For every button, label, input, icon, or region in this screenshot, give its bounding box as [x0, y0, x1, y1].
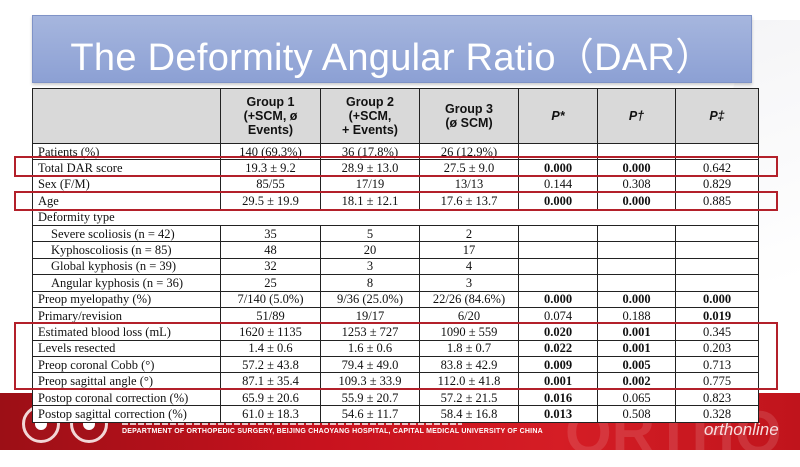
dar-comparison-table: Group 1 (+SCM, ø Events) Group 2 (+SCM, +… — [32, 88, 759, 423]
table-cell: 3 — [320, 257, 420, 276]
column-header: P† — [597, 88, 676, 144]
table-row: Sex (F/M) 85/55 17/19 13/13 0.144 0.308 0.829 — [32, 175, 759, 194]
table-cell — [675, 257, 759, 276]
table-cell: 109.3 ± 33.9 — [320, 372, 420, 390]
table-cell: 7/140 (5.0%) — [220, 290, 321, 308]
table-cell: 0.823 — [675, 388, 759, 407]
column-header — [32, 88, 221, 144]
table-cell: 54.6 ± 11.7 — [320, 405, 420, 423]
slide-title: The Deformity Angular Ratio（DAR） — [70, 37, 714, 79]
column-header: Group 2 (+SCM, + Events) — [320, 88, 420, 144]
department-name: DEPARTMENT OF ORTHOPEDIC SURGERY, BEIJIN… — [122, 428, 543, 435]
column-header: P* — [518, 88, 598, 144]
table-cell: 20 — [320, 241, 420, 259]
table-cell: Primary/revision — [32, 306, 221, 325]
table-cell: Estimated blood loss (mL) — [32, 323, 221, 341]
table-cell: 87.1 ± 35.4 — [220, 372, 321, 390]
table-cell: 0.001 — [518, 372, 598, 390]
table-cell: 3 — [419, 274, 519, 292]
table-cell: Angular kyphosis (n = 36) — [32, 274, 221, 292]
table-cell: 0.001 — [597, 323, 676, 341]
table-cell: 8 — [320, 274, 420, 292]
table-cell: 0.013 — [518, 405, 598, 423]
table-cell — [518, 274, 598, 292]
table-cell: Total DAR score — [32, 159, 221, 177]
table-cell: 0.000 — [675, 290, 759, 308]
table-cell — [597, 241, 676, 259]
table-cell: 29.5 ± 19.9 — [220, 192, 321, 210]
table-cell: 0.000 — [518, 290, 598, 308]
table-cell — [675, 224, 759, 243]
table-cell: 2 — [419, 224, 519, 243]
table-cell — [518, 241, 598, 259]
table-row: Global kyphosis (n = 39) 32 3 4 — [32, 257, 759, 276]
table-row: Preop myelopathy (%) 7/140 (5.0%) 9/36 (25… — [32, 290, 759, 308]
table-cell — [518, 257, 598, 276]
table-cell: Severe scoliosis (n = 42) — [32, 224, 221, 243]
table-cell: 5 — [320, 224, 420, 243]
table-row: Angular kyphosis (n = 36) 25 8 3 — [32, 274, 759, 292]
table-cell: Global kyphosis (n = 39) — [32, 257, 221, 276]
table-cell: 61.0 ± 18.3 — [220, 405, 321, 423]
table-cell: 65.9 ± 20.6 — [220, 388, 321, 407]
table-cell: 57.2 ± 21.5 — [419, 388, 519, 407]
table-cell: 4 — [419, 257, 519, 276]
table-cell: 48 — [220, 241, 321, 259]
title-box: The Deformity Angular Ratio（DAR） — [32, 15, 752, 83]
table-cell: Kyphoscoliosis (n = 85) — [32, 241, 221, 259]
table-cell: 0.328 — [675, 405, 759, 423]
table-cell — [597, 224, 676, 243]
highlight-total-dar — [14, 156, 778, 177]
table-cell: Levels resected — [32, 339, 221, 358]
table-header-row: Group 1 (+SCM, ø Events) Group 2 (+SCM, +… — [32, 88, 759, 144]
table-cell: 9/36 (25.0%) — [320, 290, 420, 308]
orthonline-logo: orthonline — [704, 420, 779, 439]
table-cell: 58.4 ± 16.8 — [419, 405, 519, 423]
table-cell: Postop sagittal correction (%) — [32, 405, 221, 423]
table-cell: Deformity type — [32, 208, 759, 226]
table-row: Preop coronal Cobb (°) 57.2 ± 43.8 79.4 ± … — [32, 356, 759, 374]
table-cell: 0.000 — [597, 290, 676, 308]
table-cell: Postop coronal correction (%) — [32, 388, 221, 407]
column-header: P‡ — [675, 88, 759, 144]
table-cell — [518, 224, 598, 243]
table-cell: 22/26 (84.6%) — [419, 290, 519, 308]
table-row: Kyphoscoliosis (n = 85) 48 20 17 — [32, 241, 759, 259]
table-cell: Preop coronal Cobb (°) — [32, 356, 221, 374]
highlight-surgical-outcomes — [14, 322, 778, 390]
table-cell: 0.022 — [518, 339, 598, 358]
table-cell — [675, 241, 759, 259]
column-header: Group 1 (+SCM, ø Events) — [220, 88, 321, 144]
table-cell: 17.6 ± 13.7 — [419, 192, 519, 210]
column-header: Group 3 (ø SCM) — [419, 88, 519, 144]
table-cell: 35 — [220, 224, 321, 243]
table-cell: 0.019 — [675, 306, 759, 325]
highlight-age — [14, 191, 778, 211]
table-cell: Preop myelopathy (%) — [32, 290, 221, 308]
table-cell: 17 — [419, 241, 519, 259]
table-row: Estimated blood loss (mL) 1620 ± 1135 1253… — [32, 323, 759, 341]
table-row: Postop coronal correction (%) 65.9 ± 20.6… — [32, 388, 759, 407]
table-cell — [597, 274, 676, 292]
table-row: Postop sagittal correction (%) 61.0 ± 18.… — [32, 405, 759, 423]
table-row: Primary/revision 51/89 19/17 6/20 0.074 0.188… — [32, 306, 759, 325]
table-cell: 0.016 — [518, 388, 598, 407]
table-cell: 0.065 — [597, 388, 676, 407]
table-cell: 55.9 ± 20.7 — [320, 388, 420, 407]
table-cell: 32 — [220, 257, 321, 276]
table-cell: 25 — [220, 274, 321, 292]
table-cell: 0.508 — [597, 405, 676, 423]
table-cell — [675, 274, 759, 292]
table-row: Severe scoliosis (n = 42) 35 5 2 — [32, 224, 759, 243]
table-row: Deformity type — [32, 208, 759, 226]
table-cell — [597, 257, 676, 276]
